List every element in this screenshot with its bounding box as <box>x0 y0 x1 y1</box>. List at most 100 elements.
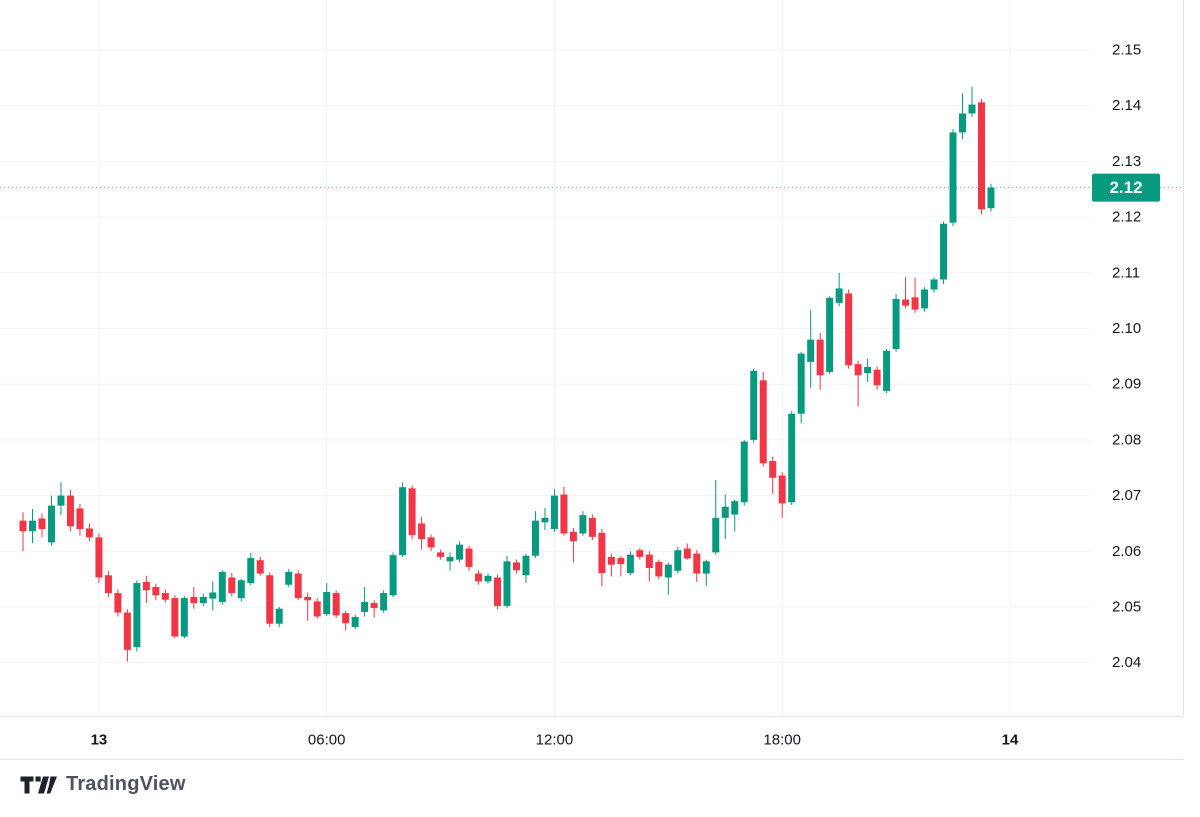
candle[interactable] <box>237 578 245 602</box>
candle[interactable] <box>123 609 131 662</box>
candle[interactable] <box>66 490 74 532</box>
candle[interactable] <box>209 581 217 611</box>
candle[interactable] <box>247 552 255 586</box>
candle[interactable] <box>142 575 150 604</box>
time-axis[interactable] <box>0 716 1183 759</box>
candle[interactable] <box>161 589 169 603</box>
candle[interactable] <box>930 277 938 293</box>
candle[interactable] <box>399 482 407 557</box>
candle[interactable] <box>484 573 492 584</box>
candle[interactable] <box>323 583 331 616</box>
candle[interactable] <box>731 500 739 532</box>
candle[interactable] <box>380 590 388 613</box>
candle[interactable] <box>769 456 777 494</box>
candle[interactable] <box>940 221 948 284</box>
chart-plot-area[interactable] <box>0 0 1090 716</box>
candle[interactable] <box>456 541 464 563</box>
candle[interactable] <box>304 592 312 621</box>
candle[interactable] <box>475 570 483 585</box>
tradingview-logo[interactable]: TradingView <box>20 773 186 796</box>
candle[interactable] <box>256 556 264 576</box>
candle[interactable] <box>427 534 435 552</box>
candle[interactable] <box>342 610 350 631</box>
candle[interactable] <box>180 595 188 639</box>
candle[interactable] <box>721 494 729 540</box>
candle[interactable] <box>712 480 720 555</box>
candle[interactable] <box>95 533 103 584</box>
candle[interactable] <box>645 551 653 582</box>
candle[interactable] <box>911 277 919 313</box>
candle[interactable] <box>19 512 27 552</box>
candle[interactable] <box>949 129 957 227</box>
candle[interactable] <box>560 486 568 536</box>
candle[interactable] <box>199 593 207 606</box>
candle[interactable] <box>987 183 995 212</box>
candle[interactable] <box>778 472 786 518</box>
candle[interactable] <box>389 552 397 597</box>
candle[interactable] <box>740 439 748 506</box>
candle[interactable] <box>854 360 862 407</box>
candle[interactable] <box>266 572 274 628</box>
candle[interactable] <box>845 289 853 369</box>
candle[interactable] <box>968 86 976 117</box>
candle[interactable] <box>85 523 93 542</box>
candle[interactable] <box>28 508 36 543</box>
candle[interactable] <box>133 580 141 652</box>
candle[interactable] <box>826 296 834 375</box>
candle[interactable] <box>541 507 549 531</box>
candle[interactable] <box>607 553 615 577</box>
candle[interactable] <box>873 366 881 390</box>
candle[interactable] <box>921 287 929 312</box>
candle[interactable] <box>655 559 663 580</box>
candle[interactable] <box>579 511 587 536</box>
price-axis[interactable] <box>1090 0 1183 716</box>
candle[interactable] <box>47 495 55 546</box>
candle[interactable] <box>332 590 340 619</box>
candle[interactable] <box>598 529 606 587</box>
candle[interactable] <box>512 559 520 574</box>
candle[interactable] <box>683 543 691 560</box>
candle[interactable] <box>750 368 758 443</box>
candle[interactable] <box>702 559 710 586</box>
candle[interactable] <box>522 554 530 584</box>
candle[interactable] <box>38 513 46 538</box>
candle[interactable] <box>550 488 558 532</box>
candle[interactable] <box>531 511 539 558</box>
candle[interactable] <box>370 600 378 618</box>
candle[interactable] <box>294 570 302 601</box>
candle[interactable] <box>636 547 644 560</box>
candle[interactable] <box>408 485 416 540</box>
candle[interactable] <box>503 555 511 609</box>
candle[interactable] <box>494 574 501 610</box>
candle[interactable] <box>797 351 805 424</box>
candle[interactable] <box>76 503 84 536</box>
candle[interactable] <box>190 586 198 609</box>
candle[interactable] <box>626 551 634 576</box>
candle[interactable] <box>977 99 985 215</box>
candle[interactable] <box>902 277 910 309</box>
candle[interactable] <box>864 358 872 382</box>
candle[interactable] <box>57 482 65 516</box>
candle[interactable] <box>807 310 815 389</box>
candle[interactable] <box>114 589 122 617</box>
candle[interactable] <box>361 586 369 617</box>
candle[interactable] <box>759 371 767 467</box>
candle[interactable] <box>152 583 160 601</box>
candle[interactable] <box>446 552 454 571</box>
candle[interactable] <box>788 410 796 506</box>
candle[interactable] <box>351 614 359 630</box>
candle[interactable] <box>883 349 891 394</box>
candle[interactable] <box>171 595 179 639</box>
candle[interactable] <box>959 93 967 140</box>
candle[interactable] <box>218 570 226 605</box>
candle[interactable] <box>569 527 577 563</box>
candle[interactable] <box>617 555 625 577</box>
candle[interactable] <box>674 546 682 574</box>
candle[interactable] <box>465 545 473 571</box>
candle[interactable] <box>835 272 843 307</box>
candle[interactable] <box>275 607 283 628</box>
candle[interactable] <box>228 573 236 597</box>
candle[interactable] <box>313 598 321 619</box>
candle[interactable] <box>892 293 900 352</box>
